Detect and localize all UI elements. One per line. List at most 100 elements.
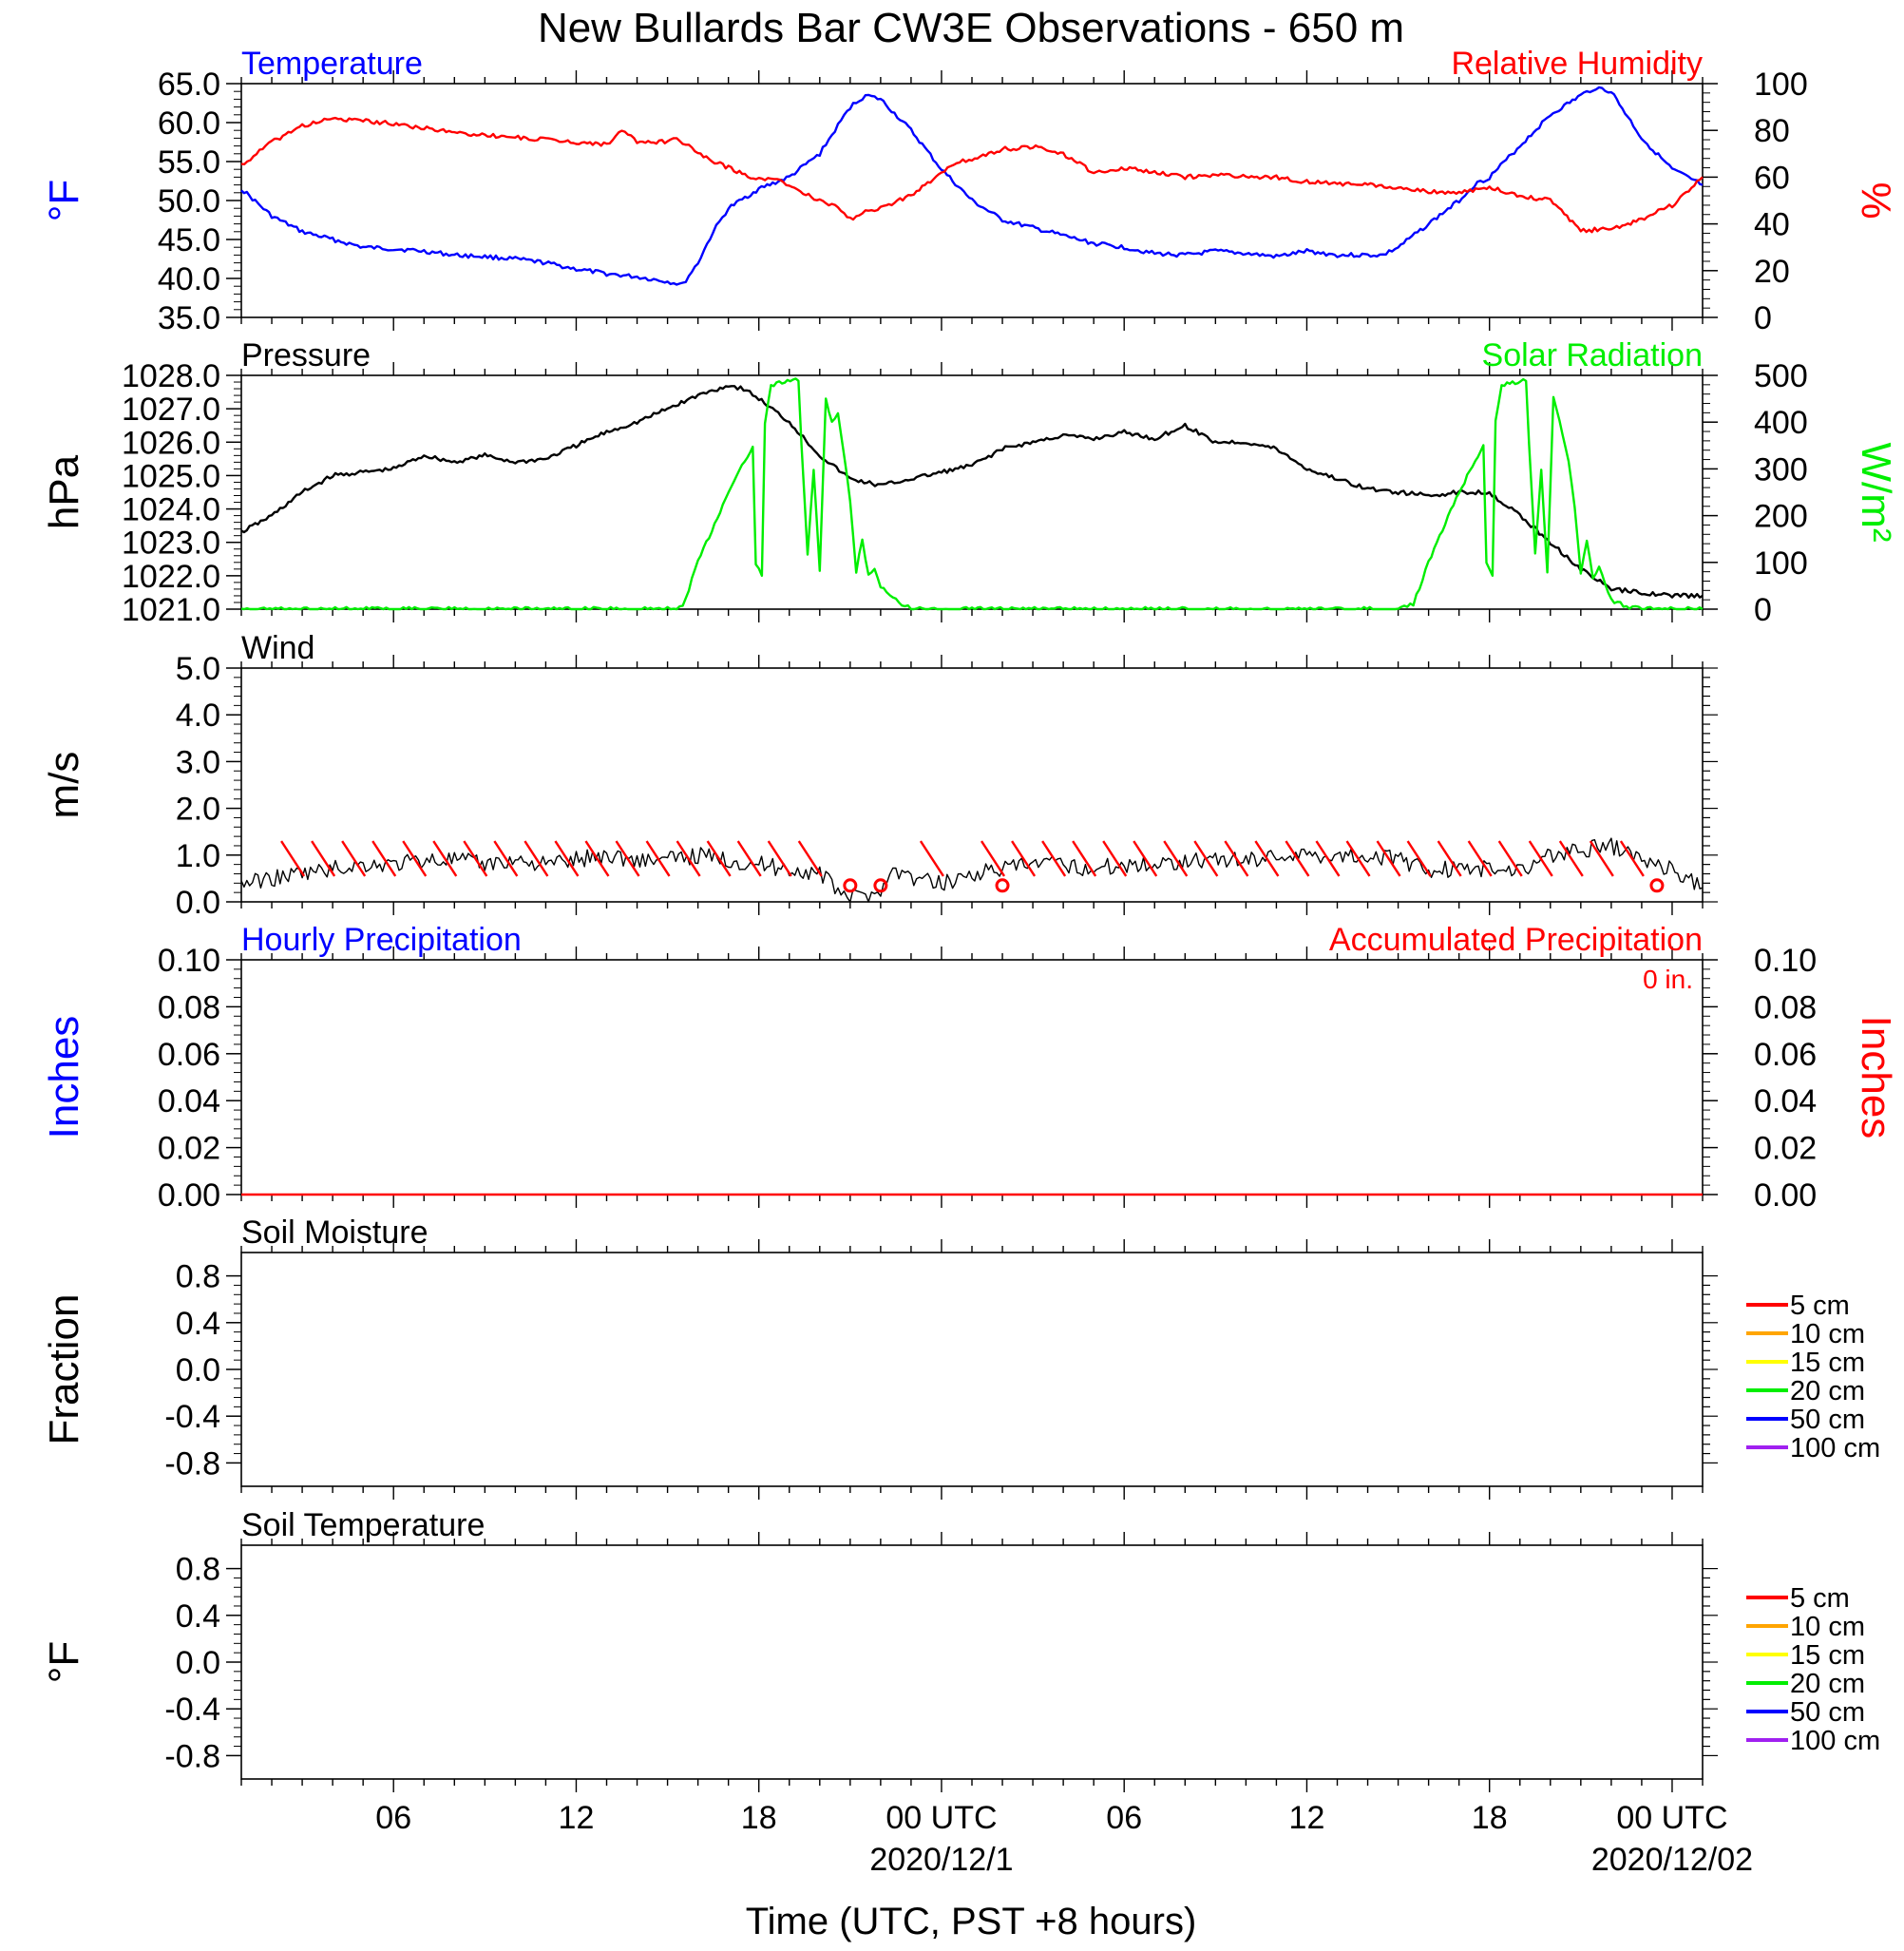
y-tick-label-left: 0.8 — [176, 1259, 220, 1295]
y-axis-label-left: Inches — [41, 1016, 87, 1139]
x-tick-label: 06 — [1106, 1800, 1142, 1836]
x-tick-label: 12 — [559, 1800, 595, 1836]
legend-label-20cm: 20 cm — [1790, 1669, 1865, 1699]
wind-barb — [1193, 840, 1219, 877]
wind-barb — [1528, 840, 1553, 877]
precip-total-annotation: 0 in. — [1643, 965, 1693, 994]
x-tick-label: 12 — [1289, 1800, 1325, 1836]
y-tick-label-right: 300 — [1754, 451, 1808, 488]
y-tick-label-left: 0.06 — [158, 1037, 220, 1073]
legend-label-10cm: 10 cm — [1790, 1612, 1865, 1642]
y-tick-label-left: 1024.0 — [122, 492, 220, 528]
panel-pressure_solar: 1021.01022.01023.01024.01025.01026.01027… — [41, 337, 1899, 628]
series-line-left — [240, 837, 1704, 903]
y-tick-label-right: 500 — [1754, 358, 1808, 394]
y-axis-label-right: Inches — [1853, 1016, 1899, 1139]
wind-barb — [1406, 840, 1432, 877]
wind-barb — [797, 840, 823, 877]
legend-label-50cm: 50 cm — [1790, 1697, 1865, 1728]
legend-label-5cm: 5 cm — [1790, 1291, 1850, 1321]
y-tick-label-right: 0.10 — [1754, 943, 1817, 979]
legend-label-50cm: 50 cm — [1790, 1405, 1865, 1435]
y-tick-label-right: 0.06 — [1754, 1037, 1817, 1073]
x-tick-label: 18 — [741, 1800, 777, 1836]
series-line-left — [240, 385, 1704, 600]
y-tick-label-left: 0.0 — [176, 885, 220, 921]
y-tick-label-left: 0.4 — [176, 1306, 220, 1342]
y-axis-label-right: W/m² — [1853, 442, 1899, 542]
wind-barb — [1619, 840, 1645, 877]
wind-barb — [676, 840, 701, 877]
wind-barb — [1497, 840, 1523, 877]
wind-barb — [1315, 840, 1341, 877]
wind-barb — [1558, 840, 1584, 877]
legend-label-15cm: 15 cm — [1790, 1640, 1865, 1671]
panel-title-left: Soil Temperature — [241, 1507, 485, 1543]
y-tick-label-left: 50.0 — [158, 183, 220, 220]
wind-barb — [280, 840, 306, 877]
wind-barb — [645, 840, 671, 877]
y-tick-label-left: 1021.0 — [122, 592, 220, 628]
wind-barb — [981, 840, 1006, 877]
calm-wind-marker — [873, 878, 888, 893]
y-tick-label-left: 4.0 — [176, 698, 220, 734]
x-date-label: 2020/12/02 — [1591, 1842, 1753, 1878]
wind-barb — [706, 840, 732, 877]
legend-label-15cm: 15 cm — [1790, 1348, 1865, 1378]
y-tick-label-right: 0.08 — [1754, 989, 1817, 1025]
wind-barb — [432, 840, 458, 877]
y-tick-label-right: 400 — [1754, 405, 1808, 441]
wind-barb — [1437, 840, 1462, 877]
wind-barb — [402, 840, 428, 877]
y-tick-label-right: 40 — [1754, 207, 1790, 243]
y-tick-label-left: 0.0 — [176, 1352, 220, 1388]
panel-title-left: Pressure — [241, 337, 371, 373]
y-axis-label-left: m/s — [41, 752, 87, 819]
y-tick-label-left: 0.02 — [158, 1131, 220, 1167]
wind-barb — [1345, 840, 1371, 877]
series-line-right — [240, 377, 1704, 611]
y-axis-label-left: hPa — [41, 454, 87, 529]
wind-barb — [1102, 840, 1128, 877]
y-tick-label-left: -0.4 — [164, 1399, 220, 1435]
wind-barb — [584, 840, 610, 877]
y-tick-label-left: 0.10 — [158, 943, 220, 979]
y-tick-label-left: 5.0 — [176, 651, 220, 687]
y-tick-label-left: 0.04 — [158, 1083, 220, 1119]
y-tick-label-left: 0.0 — [176, 1645, 220, 1681]
y-tick-label-right: 0.02 — [1754, 1131, 1817, 1167]
x-date-label: 2020/12/1 — [869, 1842, 1013, 1878]
y-tick-label-right: 0.00 — [1754, 1177, 1817, 1214]
panel-title-right: Accumulated Precipitation — [1329, 922, 1703, 958]
plot-frame — [240, 1252, 1704, 1487]
x-tick-label: 00 UTC — [885, 1800, 997, 1836]
y-tick-label-left: -0.4 — [164, 1692, 220, 1728]
wind-barb — [493, 840, 519, 877]
wind-barb — [736, 840, 762, 877]
y-tick-label-left: 1028.0 — [122, 358, 220, 394]
wind-barb — [1254, 840, 1280, 877]
panel-soil_moisture: -0.8 -0.4 0.0 0.4 0.8 Soil Moisture Fraction 5 … — [41, 1215, 1880, 1500]
panel-title-left: Temperature — [241, 46, 423, 82]
y-tick-label-left: -0.8 — [164, 1738, 220, 1774]
y-axis-label-left: °F — [41, 1641, 87, 1683]
y-tick-label-left: 2.0 — [176, 792, 220, 828]
y-tick-label-left: 1025.0 — [122, 458, 220, 494]
panel-title-left: Soil Moisture — [241, 1215, 428, 1251]
panel-title-left: Wind — [241, 630, 314, 666]
plot-frame — [240, 83, 1704, 318]
wind-barb — [371, 840, 397, 877]
legend-label-10cm: 10 cm — [1790, 1319, 1865, 1349]
calm-wind-marker — [843, 878, 858, 893]
x-tick-label: 00 UTC — [1616, 1800, 1727, 1836]
legend-label-100cm: 100 cm — [1790, 1726, 1880, 1756]
y-tick-label-left: 0.8 — [176, 1552, 220, 1588]
y-axis-label-left: °F — [41, 180, 87, 221]
y-tick-label-left: 1.0 — [176, 838, 220, 874]
panels: 35.040.045.050.055.060.065.0 0 20 40 60 80 100… — [41, 46, 1899, 1792]
plot-frame — [240, 1544, 1704, 1780]
wind-barb — [919, 840, 944, 877]
wind-barb — [1011, 840, 1037, 877]
plot-frame — [240, 959, 1704, 1195]
panel-wind: 0.0 1.0 2.0 3.0 4.0 5.0 Wind m/s — [41, 630, 1718, 921]
